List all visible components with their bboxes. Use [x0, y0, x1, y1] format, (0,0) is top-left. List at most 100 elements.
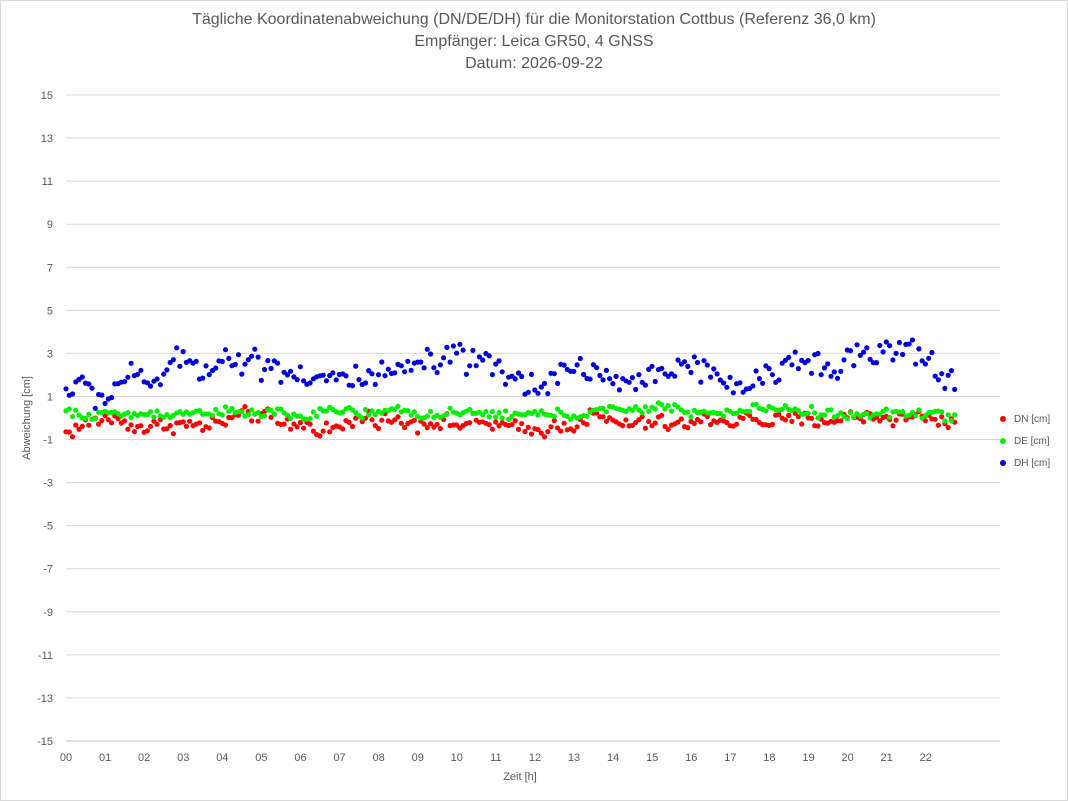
- data-point: [551, 418, 557, 424]
- data-point: [151, 418, 157, 424]
- data-point: [369, 408, 375, 414]
- data-point: [821, 412, 828, 418]
- data-point: [271, 411, 277, 417]
- data-point: [900, 351, 906, 358]
- data-point: [249, 418, 255, 424]
- data-point: [148, 383, 154, 389]
- data-point: [815, 350, 821, 357]
- data-point: [252, 346, 258, 352]
- data-point: [867, 356, 873, 362]
- data-point: [489, 426, 495, 432]
- legend-item: DH [cm]: [1000, 452, 1066, 474]
- data-point: [568, 416, 574, 422]
- x-tick-label: 09: [412, 752, 424, 764]
- data-point: [154, 408, 160, 414]
- chart-title: Tägliche Koordinatenabweichung (DN/DE/DH…: [192, 11, 876, 28]
- data-point: [307, 421, 313, 427]
- data-point: [66, 406, 72, 412]
- data-point: [128, 422, 134, 428]
- data-point: [561, 420, 567, 426]
- data-point: [636, 372, 642, 378]
- x-tick-label: 10: [451, 752, 463, 764]
- data-point: [789, 362, 795, 368]
- data-point: [249, 407, 255, 413]
- data-point: [369, 371, 375, 377]
- x-tick-label: 04: [216, 752, 228, 764]
- data-point: [916, 346, 922, 352]
- data-point: [154, 376, 160, 382]
- data-point: [473, 363, 479, 369]
- data-point: [398, 420, 404, 426]
- data-point: [411, 409, 417, 415]
- chart-legend: DN [cm] DE [cm] DH [cm]: [1000, 408, 1066, 474]
- data-point: [945, 424, 951, 431]
- data-point: [734, 421, 740, 427]
- data-point: [105, 417, 111, 423]
- data-point: [571, 428, 577, 434]
- data-point: [86, 381, 92, 387]
- data-point: [717, 377, 723, 383]
- data-point: [454, 350, 460, 356]
- data-point: [369, 417, 375, 423]
- data-point: [704, 362, 710, 368]
- data-point: [532, 408, 538, 414]
- data-point: [688, 414, 694, 420]
- data-point: [600, 414, 606, 420]
- y-tick-label: 7: [47, 262, 53, 274]
- data-point: [301, 425, 307, 431]
- data-point: [340, 426, 346, 432]
- data-point: [493, 419, 499, 425]
- data-point: [776, 411, 782, 417]
- data-point: [235, 352, 242, 358]
- data-point: [395, 403, 401, 409]
- data-point: [109, 420, 115, 426]
- data-point: [532, 387, 538, 393]
- data-point: [952, 412, 958, 418]
- data-point: [831, 369, 837, 375]
- data-point: [519, 373, 525, 380]
- data-point: [857, 352, 863, 358]
- data-point: [470, 347, 476, 353]
- data-point: [92, 416, 98, 422]
- data-point: [629, 375, 636, 381]
- data-point: [538, 384, 544, 390]
- data-point: [945, 412, 951, 418]
- data-point: [69, 391, 76, 397]
- data-point: [740, 389, 746, 395]
- data-point: [297, 364, 303, 370]
- data-point: [242, 361, 248, 367]
- data-point: [694, 359, 701, 366]
- data-point: [125, 410, 131, 416]
- data-point: [639, 410, 645, 416]
- data-point: [79, 423, 85, 429]
- data-point: [480, 412, 486, 418]
- x-tick-label: 17: [724, 752, 736, 764]
- data-point: [799, 421, 805, 427]
- data-point: [138, 367, 144, 373]
- data-point: [909, 337, 916, 343]
- data-point: [359, 419, 365, 425]
- data-point: [164, 426, 170, 432]
- data-point: [525, 424, 531, 430]
- data-point: [428, 421, 434, 427]
- data-point: [766, 366, 772, 372]
- data-point: [942, 385, 948, 391]
- data-point: [424, 425, 430, 431]
- data-point: [652, 378, 658, 385]
- series-dh: [63, 337, 958, 411]
- data-point: [200, 427, 206, 433]
- data-point: [548, 424, 554, 430]
- data-point: [268, 365, 274, 371]
- x-tick-label: 14: [607, 752, 619, 764]
- x-tick-label: 15: [646, 752, 658, 764]
- data-point: [838, 368, 844, 374]
- data-point: [515, 426, 522, 432]
- data-point: [467, 406, 473, 413]
- data-point: [275, 360, 281, 366]
- data-point: [362, 380, 369, 386]
- data-point: [460, 347, 466, 353]
- data-point: [825, 361, 831, 367]
- data-point: [909, 409, 916, 415]
- data-point: [483, 409, 489, 415]
- data-point: [362, 407, 369, 413]
